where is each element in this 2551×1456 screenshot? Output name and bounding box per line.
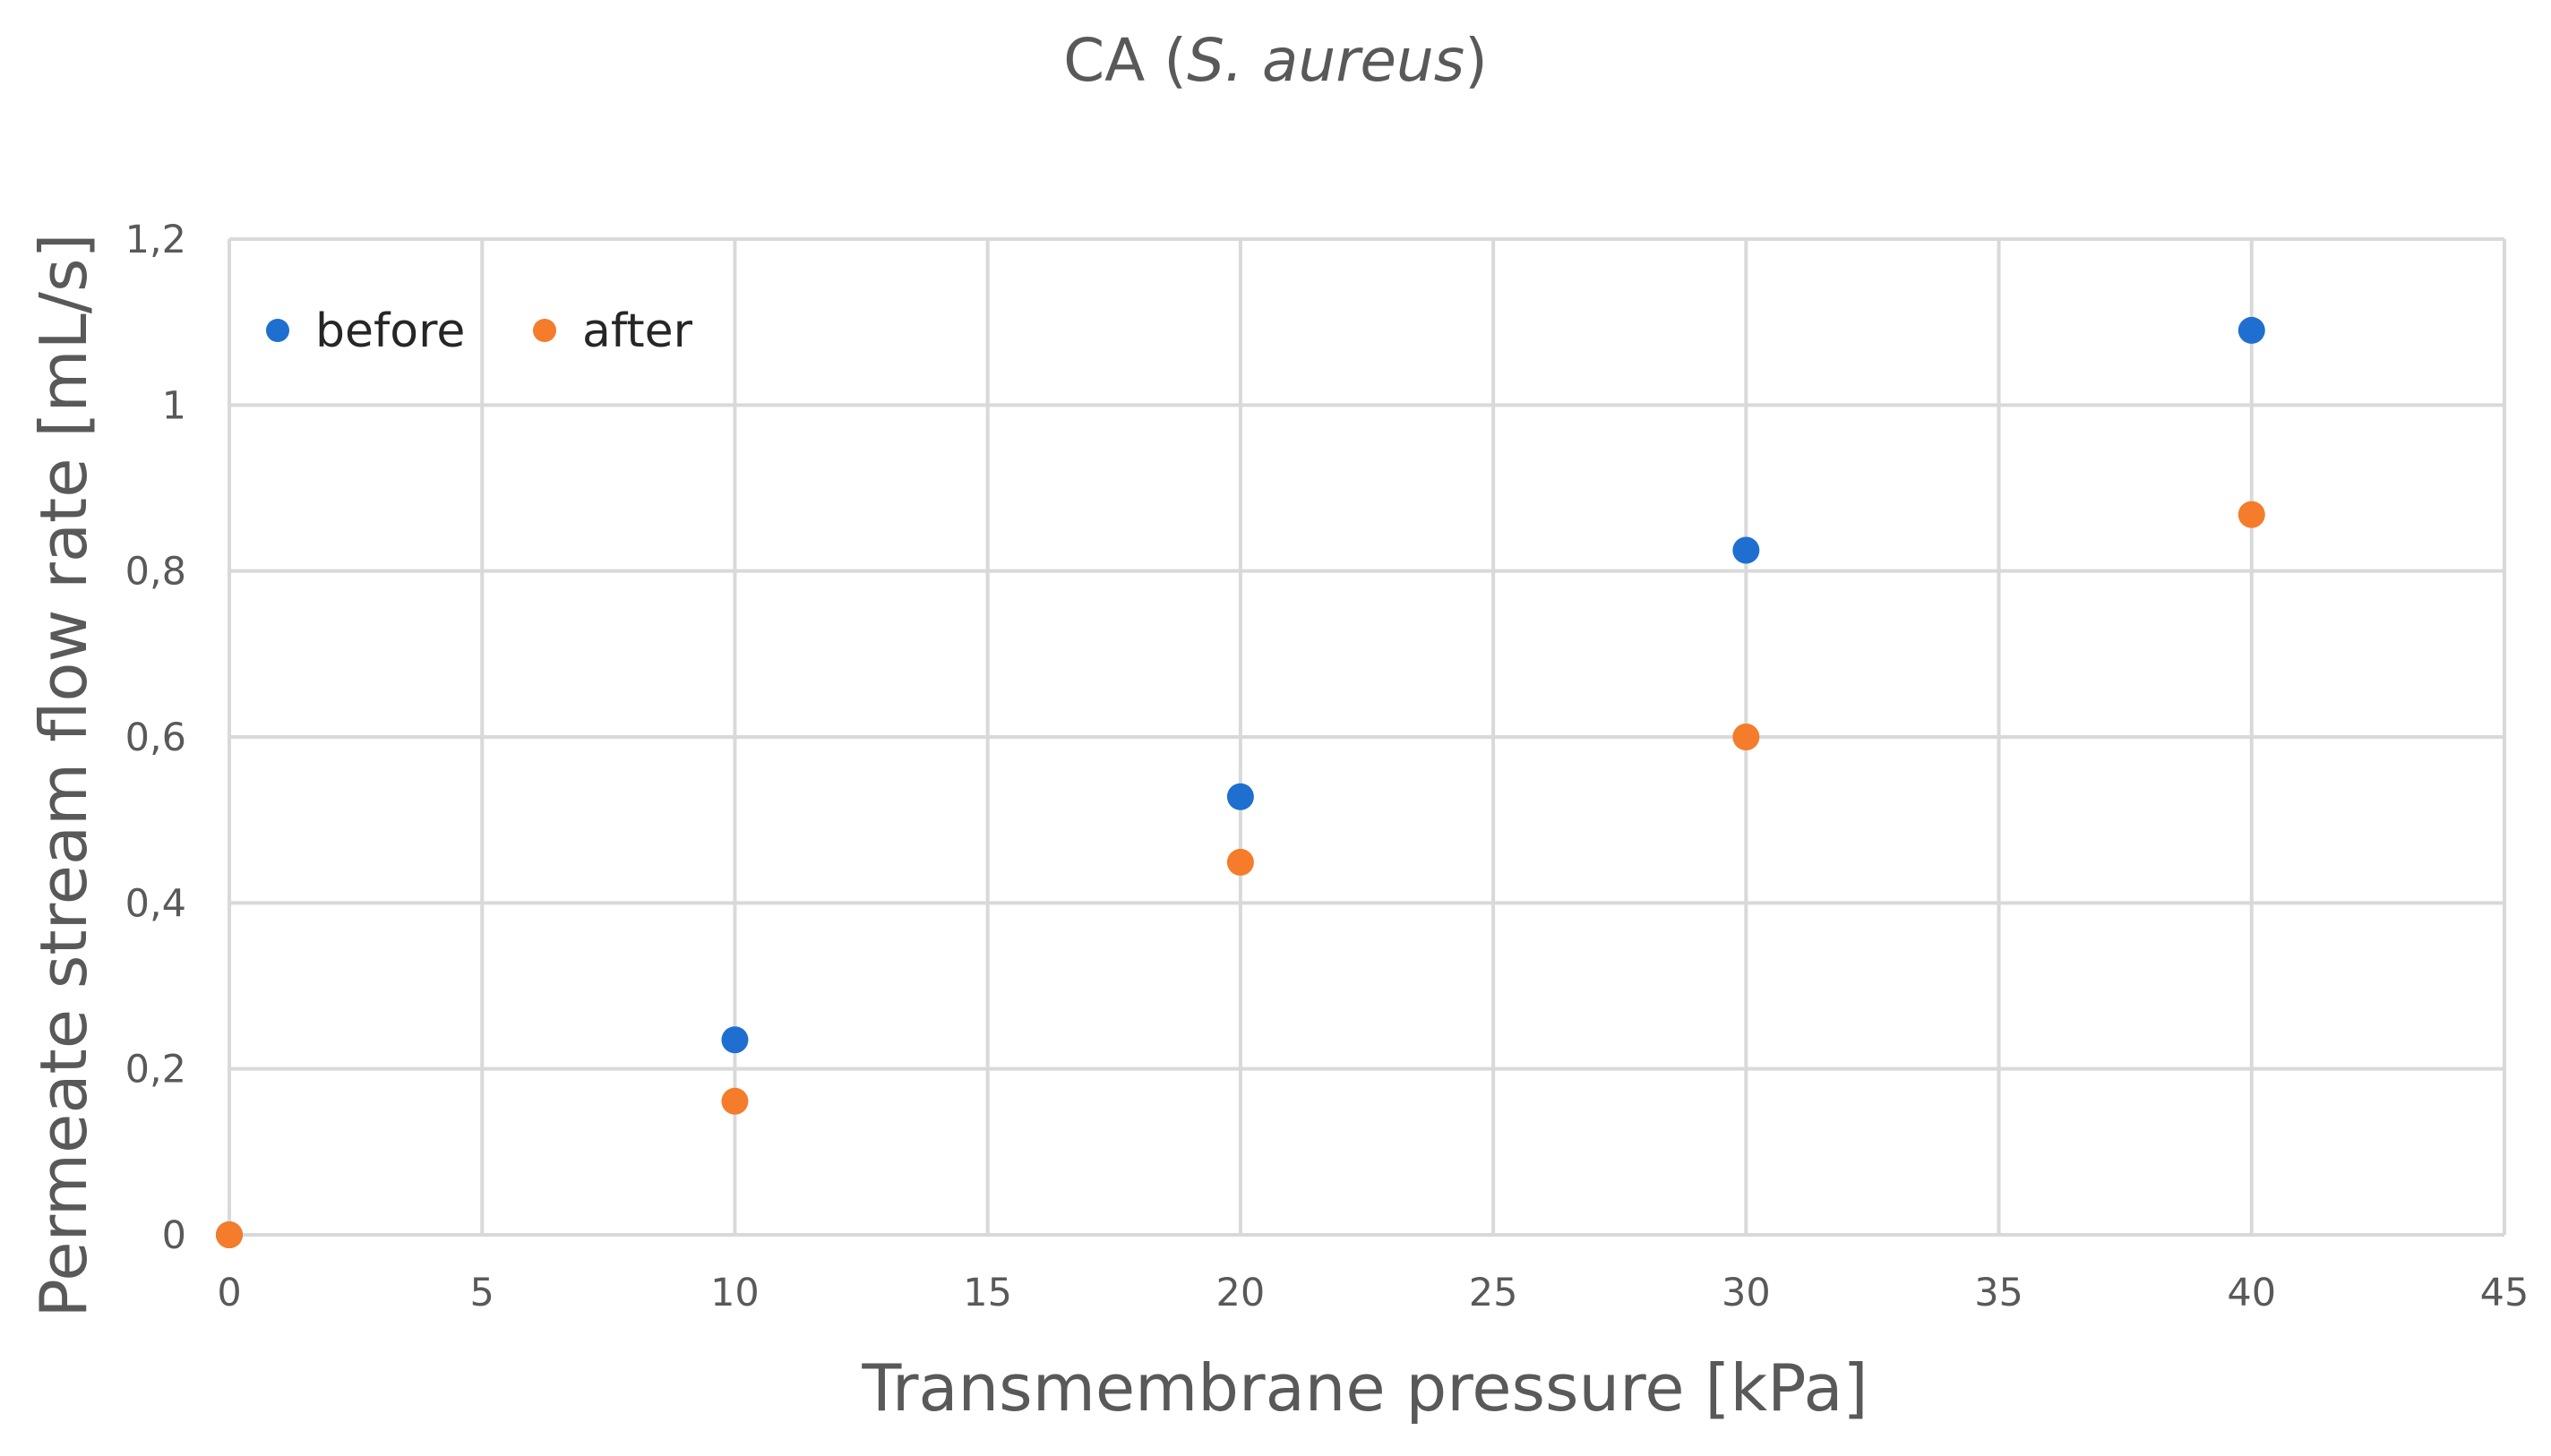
- data-point-before: [2237, 316, 2265, 344]
- chart-title: CA (S. aureus): [1063, 26, 1488, 95]
- x-tick-labels: 0 5 10 15 20 25 30 35 40 45: [217, 1271, 2529, 1315]
- legend: before after: [266, 304, 693, 358]
- data-point-after: [1732, 724, 1760, 750]
- y-tick-label: 0,6: [125, 715, 186, 760]
- x-tick-label: 0: [217, 1271, 241, 1315]
- legend-marker-before: [266, 319, 289, 342]
- data-point-before: [1732, 536, 1760, 564]
- y-tick-label: 0,2: [125, 1048, 186, 1092]
- legend-marker-after: [533, 319, 556, 342]
- data-point-before: [1226, 783, 1254, 810]
- x-tick-label: 30: [1722, 1271, 1771, 1315]
- chart-title-suffix: ): [1464, 26, 1488, 95]
- x-tick-label: 10: [710, 1271, 760, 1315]
- gridlines: [228, 237, 2506, 1237]
- data-point-after: [216, 1221, 243, 1248]
- y-tick-label: 1: [162, 383, 186, 428]
- x-tick-label: 40: [2227, 1271, 2276, 1315]
- x-axis-title: Transmembrane pressure [kPa]: [861, 1350, 1868, 1426]
- legend-label-before: before: [315, 304, 465, 358]
- x-tick-label: 45: [2480, 1271, 2530, 1315]
- y-tick-label: 1,2: [125, 218, 186, 262]
- x-tick-label: 25: [1469, 1271, 1518, 1315]
- x-tick-label: 15: [963, 1271, 1012, 1315]
- x-tick-label: 5: [470, 1271, 494, 1315]
- data-point-after: [721, 1087, 749, 1115]
- y-tick-label: 0: [162, 1213, 186, 1258]
- y-axis-title: Permeate stream flow rate [mL/s]: [26, 233, 101, 1317]
- chart-title-prefix: CA (: [1063, 26, 1187, 95]
- y-tick-label: 0,8: [125, 550, 186, 595]
- data-points: [216, 316, 2265, 1248]
- data-point-before: [721, 1026, 749, 1054]
- y-tick-label: 0,4: [125, 881, 186, 926]
- data-point-after: [2237, 501, 2265, 528]
- data-point-after: [1226, 848, 1254, 876]
- legend-label-after: after: [582, 304, 693, 358]
- x-tick-label: 35: [1974, 1271, 2023, 1315]
- x-tick-label: 20: [1216, 1271, 1266, 1315]
- chart-title-italic: S. aureus: [1187, 26, 1464, 95]
- y-tick-labels: 0 0,2 0,4 0,6 0,8 1 1,2: [125, 218, 186, 1258]
